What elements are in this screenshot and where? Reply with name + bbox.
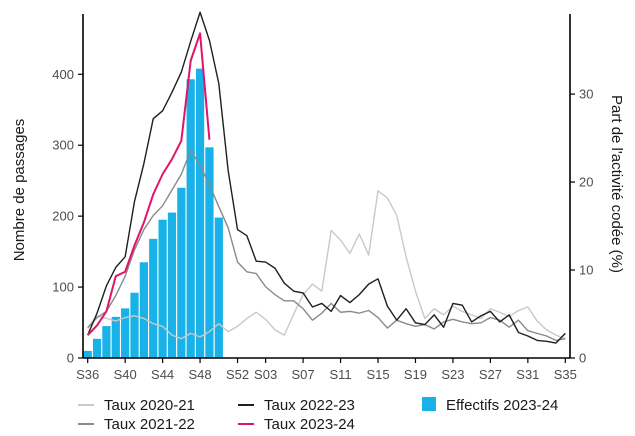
y2-tick-label: 10 [579, 263, 593, 278]
bar-S36 [83, 350, 92, 358]
bar-S43 [149, 238, 158, 358]
x-tick-label: S31 [516, 367, 539, 382]
legend-item: Taux 2020-21 [78, 397, 195, 414]
bar-S41 [130, 292, 139, 358]
bar-S44 [158, 219, 167, 358]
x-tick-label: S36 [76, 367, 99, 382]
y-axis-title: Nombre de passages [11, 119, 28, 262]
bar-S48 [195, 68, 205, 359]
x-tick-label: S07 [292, 367, 315, 382]
legend-label: Taux 2023-24 [264, 416, 355, 433]
bar-S49 [205, 147, 214, 358]
legend-swatch [422, 397, 436, 411]
y2-tick-label: 0 [579, 351, 586, 366]
x-tick-label: S11 [329, 367, 351, 382]
legend-label: Taux 2020-21 [104, 397, 195, 414]
y2-axis-title: Part de l'activité codée (%) [608, 95, 625, 273]
legend-item: Taux 2022-23 [238, 397, 355, 414]
legend-label: Taux 2021-22 [104, 416, 195, 433]
plot-area [83, 68, 223, 359]
y-tick-label: 100 [52, 280, 74, 295]
x-tick-label: S23 [441, 367, 464, 382]
bar-S47 [186, 79, 195, 358]
y-tick-label: 300 [52, 138, 74, 153]
x-tick-label: S40 [114, 367, 137, 382]
legend-label: Effectifs 2023-24 [446, 397, 558, 414]
bar-S46 [177, 187, 186, 358]
rate-series [86, 11, 566, 344]
y-tick-label: 400 [52, 67, 74, 82]
bar-S40 [121, 308, 130, 358]
legend-label: Taux 2022-23 [264, 397, 355, 414]
legend: Taux 2020-21 Taux 2021-22 Taux 2022-23 Taux… [78, 397, 558, 433]
bar-S45 [167, 212, 177, 358]
x-tick-label: S03 [254, 367, 277, 382]
bar-S39 [111, 316, 120, 358]
x-tick-label: S15 [366, 367, 389, 382]
x-tick-label: S44 [151, 367, 174, 382]
series-line-taux-2023-24 [86, 32, 211, 336]
bar-S37 [92, 338, 102, 358]
legend-item: Taux 2021-22 [78, 416, 195, 433]
x-tick-label: S48 [188, 367, 211, 382]
legend-item: Taux 2023-24 [238, 416, 355, 433]
bar-S38 [102, 326, 111, 358]
y2-tick-label: 20 [579, 175, 593, 190]
x-tick-label: S27 [479, 367, 502, 382]
x-tick-label: S52 [226, 367, 249, 382]
y-tick-label: 200 [52, 209, 74, 224]
axes: 0 100 200 300 400 0 10 20 30 S36 S40 S44 S48 S52 S03 S0… [52, 14, 593, 382]
x-tick-label: S19 [404, 367, 427, 382]
bar-S42 [139, 262, 148, 358]
series-line-taux-2022-23 [87, 11, 566, 344]
y-tick-label: 0 [67, 351, 74, 366]
y2-tick-label: 30 [579, 87, 593, 102]
x-tick-label: S35 [554, 367, 577, 382]
legend-item: Effectifs 2023-24 [422, 397, 558, 414]
bar-S50 [214, 217, 223, 358]
